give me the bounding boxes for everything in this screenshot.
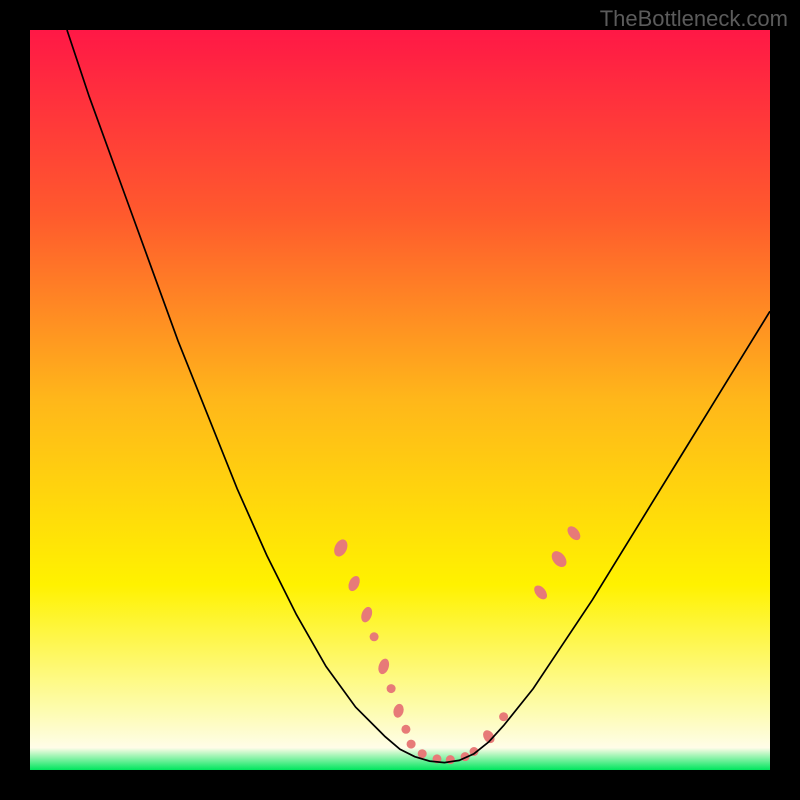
- chart-marker: [376, 657, 390, 675]
- chart-marker: [418, 749, 427, 758]
- chart-marker: [387, 684, 396, 693]
- chart-marker: [370, 632, 379, 641]
- chart-curve: [67, 30, 770, 763]
- attribution-text: TheBottleneck.com: [600, 6, 788, 32]
- chart-marker: [549, 548, 570, 570]
- chart-marker: [532, 583, 550, 602]
- chart-marker: [346, 574, 362, 593]
- chart-markers: [332, 524, 583, 764]
- chart-marker: [359, 605, 374, 623]
- chart-marker: [565, 524, 583, 543]
- chart-marker: [407, 740, 416, 749]
- chart-marker: [332, 537, 350, 558]
- chart-marker: [499, 712, 508, 721]
- chart-marker: [392, 703, 405, 719]
- chart-svg: [30, 30, 770, 770]
- chart-marker: [401, 725, 410, 734]
